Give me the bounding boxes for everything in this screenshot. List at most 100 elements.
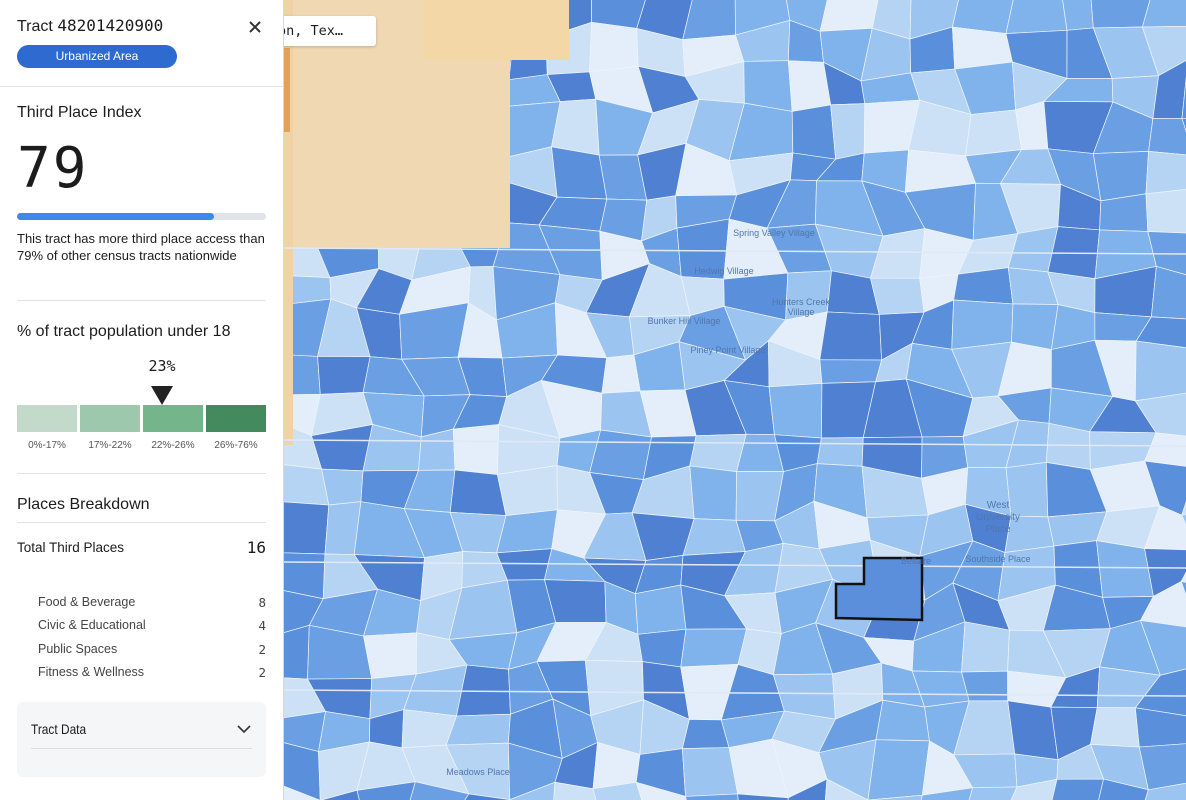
tract [791,104,837,160]
tract [1150,265,1186,320]
under18-value: 23% [148,357,176,375]
tract-id: 48201420900 [57,16,164,35]
section-title: Places Breakdown [17,496,150,513]
tract [768,383,823,439]
road [284,561,1186,569]
tract [1092,150,1149,202]
category-name: Civic & Educational [38,618,146,632]
index-bar-track [17,213,266,220]
tract [1148,118,1186,156]
place-label: West University Place [976,500,1020,535]
tract-data-panel[interactable]: Tract Data [17,702,266,777]
marker-triangle [151,386,173,405]
tract [737,793,789,800]
divider [17,473,266,474]
tract [1135,316,1186,349]
category-count: 4 [258,618,266,633]
bin-label: 22%-26% [151,440,195,451]
tract [634,584,687,635]
tract [496,509,558,554]
selected-tract [834,556,924,622]
category-name: Fitness & Wellness [38,665,145,679]
tract [1134,392,1186,437]
close-button[interactable] [248,20,262,34]
tract [685,793,739,800]
tract [1015,100,1049,150]
tract [1145,150,1186,195]
place-label: Spring Valley Village [733,228,815,238]
place-label: Hunters Creek Village [771,297,831,317]
tract [284,785,321,800]
tract [1134,668,1186,717]
total-value: 16 [246,538,266,557]
tract [965,109,1022,157]
category-count: 8 [258,595,266,610]
road [284,689,1186,697]
tract [589,429,652,481]
tract [509,781,556,800]
tract [284,501,330,555]
tract [680,628,748,668]
tract [1098,778,1149,800]
tract [1141,0,1186,28]
search-box[interactable]: on, Tex… [284,16,376,46]
tract [787,778,828,800]
tract [284,624,310,680]
tract [1181,76,1186,119]
road [284,247,1186,255]
tract [409,781,470,800]
tract [1141,26,1186,77]
tract [825,778,869,800]
sidebar: Tract 48201420900 Urbanized Area Third P… [0,0,284,800]
tract [682,0,736,41]
category-row: Public Spaces 2 [38,642,266,657]
tract [1010,778,1058,800]
category-name: Food & Beverage [38,595,136,609]
tract [464,793,511,800]
tract [356,781,416,800]
bin-swatch [80,405,140,432]
tract [819,311,882,361]
tract [1144,782,1186,800]
badge: Urbanized Area [17,45,177,68]
tract [867,739,930,800]
tract [819,0,879,32]
index-bar [17,213,214,220]
total-label: Total Third Places [17,540,125,555]
tract [1139,581,1186,628]
road [284,439,1186,447]
region [424,0,569,60]
tract [816,437,864,467]
category-row: Civic & Educational 4 [38,618,266,633]
tract [1011,303,1059,350]
tract-label: Tract [17,18,53,35]
divider [0,86,283,87]
tract [961,621,1010,673]
chevron[interactable] [237,724,251,734]
bin-label: 0%-17% [28,440,66,451]
tract [1181,514,1186,526]
map[interactable]: on, Tex… Spring Valley Village Hedwig Vi… [284,0,1186,800]
tract [1134,340,1186,402]
tract [320,789,360,800]
tract [1007,700,1059,761]
index-description: This tract has more third place access t… [17,231,265,263]
tract [952,26,1013,70]
tract [819,359,883,384]
tract-heading: Tract 48201420900 [17,16,163,36]
tract [1045,422,1091,470]
close-icon [249,21,261,33]
tract-data-label: Tract Data [31,721,87,737]
tract [867,794,923,800]
category-row: Food & Beverage 8 [38,595,266,610]
tract [284,742,321,800]
tract [1181,118,1186,132]
tract [818,739,877,800]
tract [1051,778,1105,800]
tract [968,786,1018,800]
divider [17,300,266,301]
category-row: Fitness & Wellness 2 [38,665,266,680]
map-canvas [284,0,1186,800]
index-value: 79 [17,136,89,201]
bin-label: 17%-22% [88,440,132,451]
